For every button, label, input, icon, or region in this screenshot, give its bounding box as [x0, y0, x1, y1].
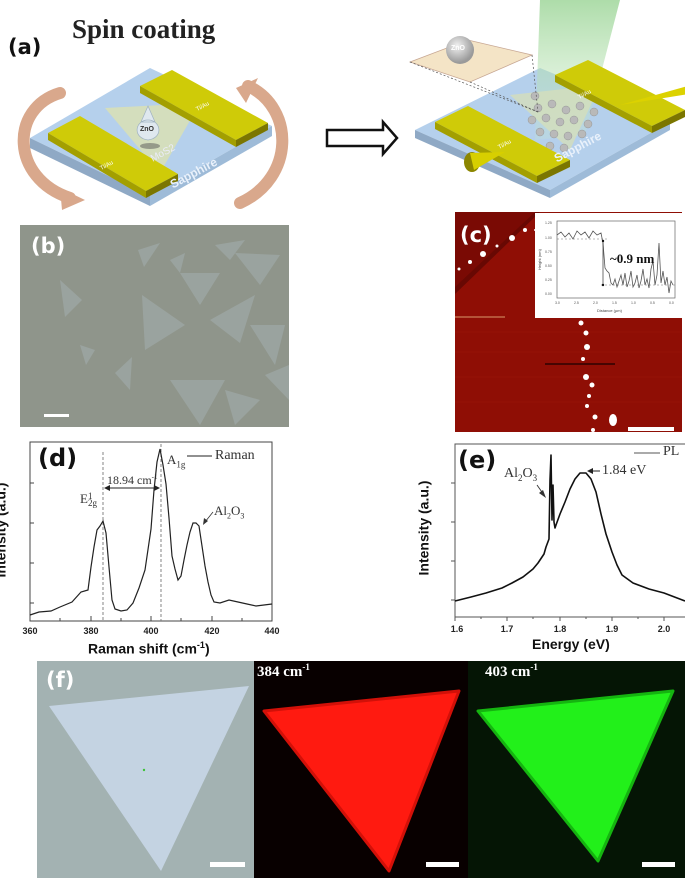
optical-micrograph	[20, 225, 289, 427]
panel-f-label: (f)	[46, 668, 75, 692]
pl-xtick-1.8: 1.8	[553, 624, 567, 634]
raman-map-384-label: 384 cm-1	[257, 662, 310, 681]
map1-sup: -1	[302, 662, 310, 672]
panel-c-label: (c)	[460, 223, 492, 247]
al2o3-label-d: Al2O3	[214, 503, 244, 521]
pl-xtick-2.0: 2.0	[657, 624, 671, 634]
map1-text: 384 cm	[257, 664, 303, 680]
raman-xtick-420: 420	[204, 626, 220, 636]
separation-sup: -1	[151, 473, 158, 481]
raman-legend-label: Raman	[215, 448, 255, 463]
raman-xtick-400: 400	[143, 626, 159, 636]
raman-plot	[29, 441, 273, 622]
raman-map-384	[254, 661, 468, 878]
scale-bar-f-384	[426, 862, 459, 867]
scale-bar-f-403	[642, 862, 675, 867]
al2o3-e-sub1: 2	[518, 472, 523, 483]
process-arrow-icon	[325, 118, 399, 158]
raman-xlabel-end: )	[204, 640, 210, 657]
spin-coating-schematic	[17, 68, 289, 210]
svg-text:1.25: 1.25	[545, 221, 552, 225]
scale-bar-c	[628, 427, 674, 431]
zno-decorated-device-schematic	[408, 0, 685, 198]
map2-sup: -1	[530, 662, 538, 672]
peak-label-a1g: A1g	[167, 452, 185, 470]
inset-xlabel: Distance (µm)	[597, 308, 622, 313]
optical-flake-image	[37, 661, 254, 878]
al2o3-d-sub2: 3	[240, 511, 245, 521]
scale-bar-b	[44, 414, 69, 417]
peak-label-e2g: E 1 2g	[80, 490, 97, 509]
panel-a-label: (a)	[8, 35, 42, 59]
raman-map-403	[468, 661, 685, 878]
e2g-sub: 2g	[87, 498, 97, 509]
particle-label-zno: ZnO	[451, 45, 465, 52]
raman-xtick-440: 440	[264, 626, 280, 636]
al2o3-d-a: Al	[214, 503, 227, 518]
e2g-sup: 1	[87, 490, 93, 501]
panel-b-label: (b)	[31, 234, 66, 258]
raman-map-403-label: 403 cm-1	[485, 662, 538, 681]
panel-d-label: (d)	[38, 444, 78, 472]
spin-coating-title: Spin coating	[72, 14, 216, 44]
al2o3-d-b: O	[231, 503, 241, 518]
map2-text: 403 cm	[485, 664, 531, 680]
peak-separation-label: 18.94 cm-1	[107, 473, 158, 488]
a1g-main: A	[167, 452, 177, 467]
pl-ylabel: Intensity (a.u.)	[415, 480, 432, 576]
raman-ylabel: Intensity (a.u.)	[0, 482, 9, 578]
pl-xtick-1.9: 1.9	[605, 624, 619, 634]
al2o3-label-e: Al2O3	[504, 466, 537, 483]
separation-value: 18.94 cm	[107, 473, 152, 487]
svg-text:2.0: 2.0	[593, 301, 598, 305]
pl-xtick-1.6: 1.6	[450, 624, 464, 634]
svg-text:0.0: 0.0	[669, 301, 674, 305]
svg-text:3.0: 3.0	[555, 301, 560, 305]
afm-step-height-annotation: ~0.9 nm	[610, 251, 655, 266]
afm-height-profile-inset: 1.25 1.00 0.75 0.50 0.25 0.00 3.0 2.5 2.0 1.5 1…	[535, 213, 682, 318]
a1g-sub: 1g	[176, 459, 186, 470]
pl-xtick-1.7: 1.7	[500, 624, 514, 634]
al2o3-e-a: Al	[504, 466, 518, 481]
panel-e-label: (e)	[458, 446, 497, 474]
svg-text:1.0: 1.0	[631, 301, 636, 305]
al2o3-e-sub2: 3	[532, 472, 538, 483]
svg-text:0.75: 0.75	[545, 250, 552, 254]
raman-xtick-380: 380	[83, 626, 99, 636]
droplet-label-zno: ZnO	[140, 126, 154, 133]
pl-plot	[451, 443, 685, 621]
svg-text:1.00: 1.00	[545, 236, 552, 240]
raman-xtick-360: 360	[22, 626, 38, 636]
svg-text:0.00: 0.00	[545, 292, 552, 296]
raman-xlabel: Raman shift (cm-1)	[88, 640, 210, 657]
svg-text:0.5: 0.5	[650, 301, 655, 305]
al2o3-d-sub1: 2	[227, 511, 231, 521]
svg-text:0.25: 0.25	[545, 278, 552, 282]
svg-text:1.5: 1.5	[612, 301, 617, 305]
al2o3-e-b: O	[522, 466, 533, 481]
raman-xlabel-text: Raman shift (cm	[88, 640, 197, 657]
svg-text:0.50: 0.50	[545, 264, 552, 268]
pl-xlabel: Energy (eV)	[532, 636, 610, 652]
inset-ylabel: Height (nm)	[536, 249, 542, 270]
pl-peak-label: 1.84 eV	[602, 463, 647, 478]
e2g-main: E	[80, 491, 88, 506]
svg-text:2.5: 2.5	[574, 301, 579, 305]
scale-bar-f-optical	[210, 862, 245, 867]
pl-legend-label: PL	[663, 444, 680, 459]
raman-xlabel-sup: -1	[196, 640, 205, 650]
